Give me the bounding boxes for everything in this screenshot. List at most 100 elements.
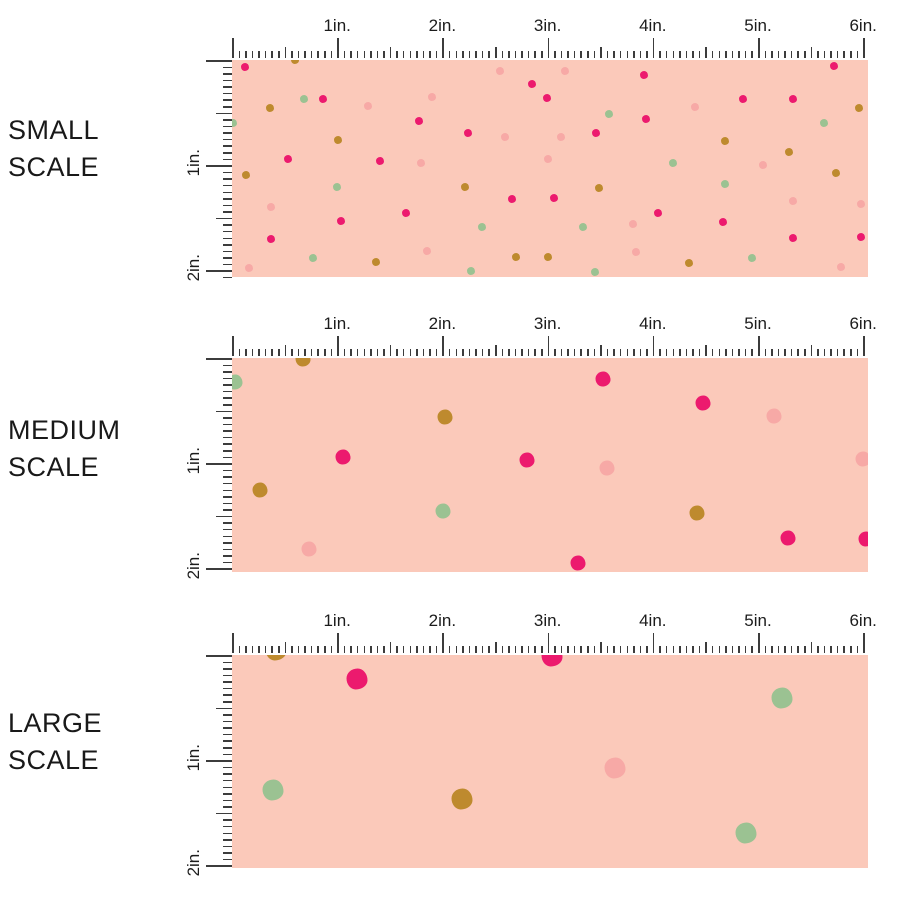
ruler-tick — [685, 51, 688, 58]
ruler-tick — [764, 349, 767, 356]
pattern-dot-pink — [857, 233, 865, 241]
ruler-tick — [223, 502, 232, 505]
ruler-tick — [665, 51, 668, 58]
pattern-dot-pink — [739, 95, 747, 103]
ruler-tick — [705, 642, 707, 653]
pattern-dot-blush — [267, 203, 275, 211]
ruler-tick — [481, 646, 484, 653]
ruler-tick — [216, 812, 232, 815]
ruler-tick — [797, 349, 799, 356]
pattern-dot-blush — [557, 133, 565, 141]
ruler-tick — [216, 112, 232, 115]
ruler-tick — [223, 674, 232, 677]
ruler-tick — [475, 51, 477, 58]
ruler-tick — [810, 345, 813, 356]
ruler-tick — [223, 496, 232, 498]
ruler-tick — [223, 799, 232, 802]
ruler-tick — [343, 646, 346, 653]
ruler-tick — [223, 404, 232, 406]
ruler-tick — [223, 230, 232, 233]
ruler-tick — [223, 555, 232, 557]
ruler-tick — [567, 646, 569, 653]
pattern-dot-green — [669, 159, 677, 167]
ruler-tick — [223, 364, 232, 367]
ruler-tick — [223, 390, 232, 393]
ruler-tick — [856, 349, 859, 356]
ruler-tick — [573, 646, 576, 653]
ruler-tick — [521, 51, 523, 58]
ruler-tick — [823, 349, 826, 356]
ruler-tick — [725, 349, 727, 356]
ruler-tick — [751, 51, 753, 58]
ruler-tick — [284, 345, 287, 356]
ruler-tick — [738, 349, 740, 356]
pattern-dot-pink — [541, 655, 563, 667]
ruler-tick — [223, 257, 232, 259]
ruler-tick — [442, 38, 444, 58]
ruler-tick — [223, 73, 232, 75]
ruler-tick — [223, 694, 232, 696]
ruler-tick — [619, 51, 622, 58]
ruler-inch-label: 2in. — [428, 611, 457, 630]
ruler-tick — [223, 845, 232, 848]
ruler-tick — [356, 349, 359, 356]
ruler-tick — [718, 646, 721, 653]
ruler-tick — [567, 51, 569, 58]
ruler-inch-label: 1in. — [323, 314, 351, 333]
ruler-tick — [223, 476, 232, 478]
ruler-tick — [223, 152, 232, 154]
ruler-tick — [495, 345, 497, 356]
horizontal-ruler-small: 1in. 2in. 3in. 4in. 5in. 6in. — [232, 16, 877, 58]
ruler-tick — [223, 740, 232, 742]
ruler-tick — [435, 646, 438, 653]
ruler-tick — [223, 668, 232, 670]
ruler-tick — [850, 646, 852, 653]
ruler-tick — [698, 51, 701, 58]
ruler-tick — [402, 646, 405, 653]
ruler-tick — [330, 349, 333, 356]
ruler-tick — [223, 793, 232, 795]
ruler-tick — [223, 720, 232, 723]
ruler-tick — [659, 349, 661, 356]
ruler-tick — [258, 349, 260, 356]
ruler-tick — [777, 51, 780, 58]
ruler-tick — [216, 707, 232, 710]
ruler-tick — [206, 60, 232, 62]
ruler-tick — [223, 661, 232, 664]
ruler-tick — [223, 469, 232, 472]
ruler-tick — [475, 646, 477, 653]
ruler-tick — [402, 51, 405, 58]
ruler-tick — [764, 646, 767, 653]
ruler-tick — [692, 349, 694, 356]
ruler-tick — [692, 51, 694, 58]
ruler-tick — [330, 646, 333, 653]
ruler-tick — [823, 51, 826, 58]
ruler-tick — [672, 51, 675, 58]
pattern-dot-pink — [543, 94, 551, 102]
pattern-dot-pink — [789, 234, 797, 242]
ruler-tick — [606, 646, 609, 653]
ruler-tick — [534, 646, 536, 653]
horizontal-ruler-large: 1in. 2in. 3in. 4in. 5in. 6in. — [232, 611, 877, 653]
pattern-dot-green — [820, 119, 828, 127]
ruler-tick — [442, 336, 444, 356]
ruler-tick — [705, 345, 707, 356]
ruler-inch-label: 2in. — [184, 849, 203, 877]
ruler-tick — [337, 336, 339, 356]
ruler-tick — [223, 171, 232, 174]
ruler-tick — [711, 51, 714, 58]
ruler-tick — [251, 646, 254, 653]
ruler-tick — [613, 51, 615, 58]
pattern-dot-green — [333, 183, 341, 191]
pattern-dot-gold — [461, 183, 469, 191]
pattern-dot-pink — [550, 194, 558, 202]
ruler-tick — [223, 542, 232, 544]
ruler-tick — [527, 51, 530, 58]
ruler-tick — [223, 191, 232, 193]
ruler-tick — [383, 349, 385, 356]
ruler-tick — [442, 633, 444, 653]
ruler-tick — [317, 646, 319, 653]
ruler-tick — [324, 646, 326, 653]
ruler-tick — [416, 349, 418, 356]
ruler-tick — [698, 646, 701, 653]
